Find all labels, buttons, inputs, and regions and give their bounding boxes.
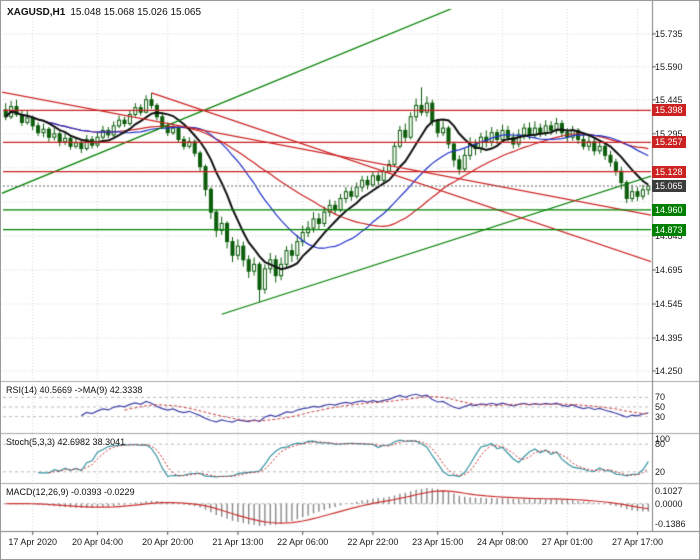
pane-separator-stoch[interactable] <box>1 431 652 435</box>
price-axis[interactable] <box>652 1 699 531</box>
pane-separator-rsi[interactable] <box>1 380 652 384</box>
time-axis[interactable] <box>1 532 699 559</box>
pane-separator-macd[interactable] <box>1 481 652 485</box>
